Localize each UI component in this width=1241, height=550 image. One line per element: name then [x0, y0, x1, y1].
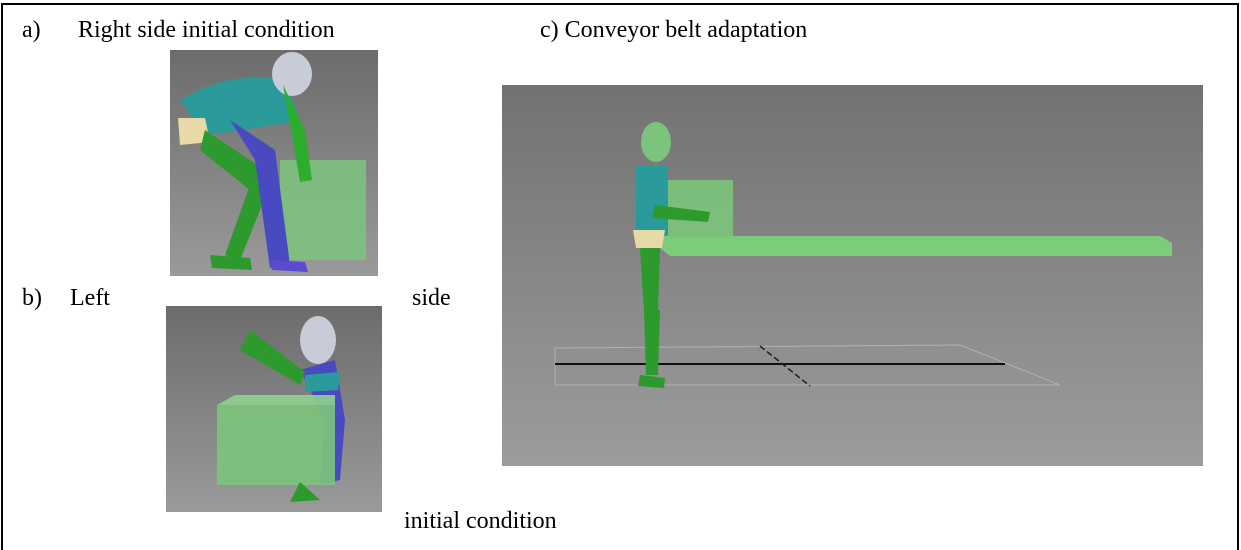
panel-caption: c) Conveyor belt adaptation	[540, 17, 807, 43]
panel-caption: side	[412, 285, 451, 311]
panel-caption: initial condition	[404, 508, 557, 534]
panel-caption: Right side initial condition	[78, 17, 335, 43]
render-c	[502, 85, 1203, 466]
panel-letter: a)	[22, 17, 41, 43]
render-a	[170, 50, 378, 276]
panel-letter: b)	[22, 285, 42, 311]
figure: a) Right side initial condition c) Conve…	[0, 0, 1241, 550]
render-b	[166, 306, 382, 512]
page: a) Right side initial condition c) Conve…	[0, 0, 1241, 550]
panel-caption: Left	[70, 285, 110, 311]
